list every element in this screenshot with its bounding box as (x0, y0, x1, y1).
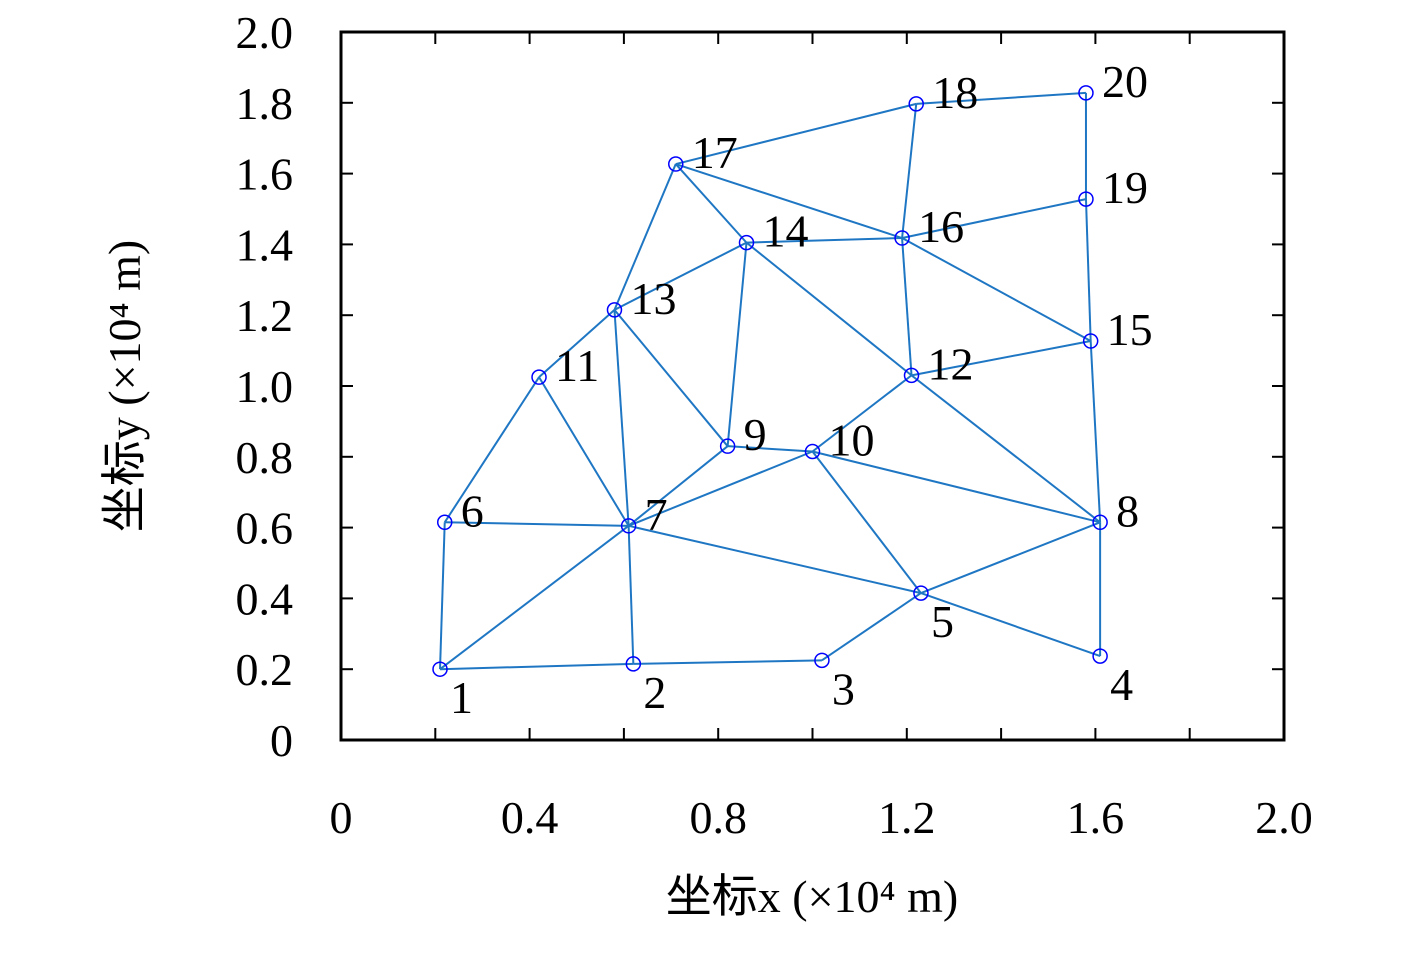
node-label: 9 (744, 409, 767, 460)
node (738, 234, 755, 251)
y-tick-label: 1.6 (236, 149, 294, 200)
node (913, 585, 929, 601)
y-tick-label: 1.4 (236, 219, 294, 270)
y-tick-label: 2.0 (236, 7, 294, 58)
y-axis-label: 坐标y (×10⁴ m) (99, 240, 150, 532)
node-label: 19 (1102, 162, 1148, 213)
node-label: 3 (832, 663, 855, 714)
y-tick-label: 0.8 (236, 432, 294, 483)
edge (920, 592, 1101, 658)
y-tick-label: 0.4 (236, 573, 294, 624)
edge (901, 103, 918, 239)
node-label: 6 (461, 485, 484, 536)
edge (1084, 199, 1092, 342)
edge (901, 198, 1087, 240)
edge (613, 309, 729, 447)
edge (911, 340, 1091, 377)
edge (675, 163, 748, 244)
node (620, 518, 637, 534)
edge (627, 445, 729, 527)
x-tick-label: 1.2 (878, 792, 936, 843)
node-label: 12 (928, 338, 974, 389)
edge (439, 662, 634, 671)
node (432, 661, 448, 677)
node (908, 96, 924, 112)
y-tick-label: 0.2 (236, 644, 294, 695)
edge (439, 525, 630, 670)
node-label: 15 (1107, 304, 1153, 355)
x-tick-label: 0 (330, 792, 353, 843)
edge (727, 445, 813, 453)
x-axis-label: 坐标x (×10⁴ m) (666, 871, 958, 922)
edge (901, 237, 1092, 342)
edge (901, 237, 913, 376)
edge (443, 376, 540, 523)
edge (614, 241, 747, 311)
node-label: 18 (932, 67, 978, 118)
edge (916, 91, 1087, 105)
edge (746, 237, 903, 244)
node (814, 652, 830, 669)
y-tick-label: 1.2 (236, 290, 294, 341)
node-label: 20 (1102, 56, 1148, 107)
node (804, 443, 821, 460)
edge (811, 450, 922, 594)
y-tick-label: 0.6 (236, 503, 294, 554)
node-label: 5 (931, 596, 954, 647)
x-tick-label: 0.4 (501, 792, 559, 843)
node-label: 1 (450, 672, 473, 723)
x-tick-label: 2.0 (1255, 792, 1313, 843)
plot-frame (339, 30, 1286, 742)
node (894, 230, 910, 246)
node-label: 14 (762, 206, 808, 257)
x-tick-label: 0.8 (689, 792, 747, 843)
node (1092, 514, 1108, 531)
edge (675, 102, 917, 166)
edge (613, 163, 677, 311)
node-label: 16 (918, 201, 964, 252)
node-label: 4 (1110, 659, 1133, 710)
node (625, 656, 642, 672)
edge (675, 163, 903, 239)
edge (1089, 340, 1102, 523)
node-label: 10 (829, 414, 875, 465)
edge (444, 521, 629, 527)
node-label: 2 (643, 667, 666, 718)
node-label: 7 (645, 489, 668, 540)
y-tick-label: 1.8 (236, 78, 294, 129)
node (1092, 648, 1108, 664)
edge (920, 521, 1101, 595)
edge (628, 450, 813, 527)
edge (439, 522, 446, 670)
edge (745, 241, 913, 377)
edge (811, 374, 913, 453)
edge (910, 374, 1101, 524)
node (668, 156, 684, 172)
node (903, 367, 920, 384)
node-label: 11 (555, 340, 599, 391)
node (1082, 333, 1099, 349)
edge (627, 525, 635, 664)
node (531, 369, 547, 385)
node (719, 438, 736, 454)
y-tick-label: 1.0 (236, 361, 294, 412)
node (1078, 85, 1094, 101)
node-label: 8 (1116, 485, 1139, 536)
node (436, 514, 453, 531)
node-label: 13 (630, 273, 676, 324)
edge (812, 450, 1101, 524)
edge (613, 309, 630, 526)
edge (821, 592, 922, 662)
node (1078, 191, 1094, 207)
edge (538, 309, 616, 378)
edge (628, 524, 922, 595)
node (606, 302, 623, 318)
edge (633, 659, 822, 665)
node-label: 17 (692, 127, 738, 178)
y-tick-label: 0 (270, 715, 293, 766)
edge (726, 242, 748, 447)
x-tick-label: 1.6 (1067, 792, 1125, 843)
edge (538, 376, 630, 527)
